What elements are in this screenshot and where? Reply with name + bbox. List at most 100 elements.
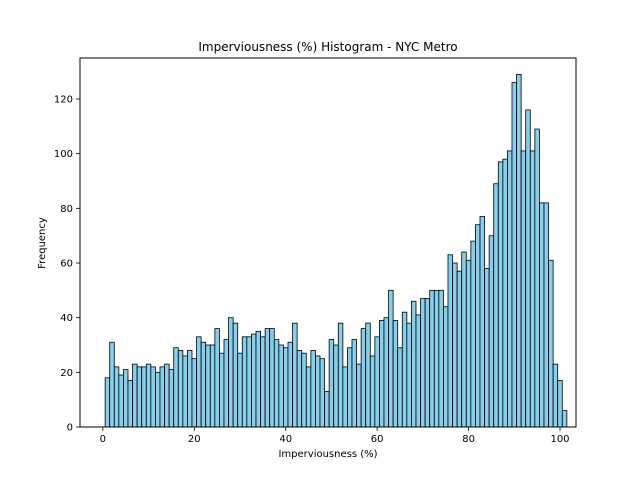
histogram-bar (342, 366, 348, 428)
histogram-bar (251, 333, 257, 428)
y-tick-label: 120 (54, 95, 73, 106)
histogram-bar (324, 391, 330, 428)
histogram-bar (127, 380, 133, 428)
histogram-bar (132, 363, 138, 428)
histogram-bar (319, 358, 325, 428)
histogram-bar (525, 109, 531, 428)
histogram-bar (429, 289, 435, 428)
histogram-bar (305, 366, 312, 428)
histogram-bar (461, 251, 467, 428)
histogram-bar (200, 341, 207, 428)
histogram-bar (502, 158, 508, 428)
histogram-bar (113, 366, 120, 428)
histogram-bar (182, 355, 188, 428)
histogram-bar (557, 380, 563, 428)
histogram-bar (278, 344, 284, 428)
histogram-bar (337, 322, 344, 428)
y-tick-label: 80 (60, 204, 73, 215)
histogram-bar (548, 259, 554, 428)
histogram-bar (516, 74, 522, 428)
histogram-bar (561, 410, 568, 428)
histogram-bar (269, 328, 275, 428)
histogram-bar (273, 339, 280, 428)
histogram-bar (415, 314, 421, 428)
histogram-bar (232, 322, 239, 428)
histogram-bar (283, 347, 289, 428)
histogram-bar (424, 298, 431, 428)
histogram-bar (447, 254, 453, 428)
histogram-bar (406, 322, 412, 428)
y-axis-ticks: 0 20 40 60 80 100 120 (54, 95, 80, 434)
histogram-bar (456, 270, 463, 428)
histogram-bar (118, 374, 124, 428)
histogram-bar (136, 366, 143, 428)
histogram-bar (438, 289, 444, 428)
histogram-bar (452, 262, 458, 428)
histogram-bar (520, 150, 527, 428)
histogram-bar (475, 224, 481, 428)
histogram-bar (411, 300, 417, 428)
histogram-bar (104, 377, 111, 428)
histogram-bar (260, 336, 266, 428)
histogram-bar (328, 339, 335, 428)
histogram-bar (173, 347, 179, 428)
histogram-bar (264, 328, 271, 428)
histogram-bar (392, 319, 399, 428)
histogram-bar (214, 328, 220, 428)
histogram-bar (479, 216, 485, 428)
histogram-bar (155, 371, 161, 428)
histogram-bar (534, 128, 540, 428)
y-tick-label: 40 (60, 313, 73, 324)
histogram-bar (255, 330, 261, 428)
histogram-bar (552, 363, 559, 428)
histogram-bar (388, 289, 394, 428)
histogram-bar (443, 306, 449, 428)
histogram-bar (374, 336, 380, 428)
x-tick-label: 60 (371, 434, 384, 445)
histogram-bar (187, 350, 193, 428)
plot-frame (79, 57, 577, 428)
histogram-bar (529, 150, 536, 428)
histogram-bar (360, 328, 367, 428)
y-tick-label: 0 (67, 423, 73, 434)
histogram-bar (497, 161, 504, 428)
histogram-bar (159, 366, 165, 428)
y-tick-label: 20 (60, 368, 73, 379)
histogram-bar (145, 363, 152, 428)
histogram-bar (109, 341, 115, 428)
histogram-bar (228, 317, 234, 428)
histogram-bar (539, 202, 545, 428)
histogram-bar (484, 268, 490, 428)
y-tick-label: 60 (60, 259, 73, 270)
histogram-bar (164, 363, 170, 428)
histogram-bar (470, 240, 476, 428)
histogram-bar (209, 344, 216, 428)
y-axis-label: Frequency (37, 217, 48, 269)
histogram-bar (246, 336, 252, 428)
histogram-bar (511, 82, 517, 428)
histogram-bar (177, 350, 184, 428)
x-axis-label: Imperviousness (%) (278, 449, 377, 460)
histogram-bar (196, 336, 202, 428)
histogram-bar (420, 298, 426, 428)
histogram-bar (205, 344, 211, 428)
histogram-bar (397, 347, 403, 428)
histogram-bar (493, 183, 499, 428)
histogram-bar (310, 350, 316, 428)
histogram-bar (296, 350, 303, 428)
histogram-bar (223, 339, 229, 428)
histogram-bar (287, 341, 293, 428)
histogram-bar (369, 355, 376, 428)
histogram-bar (141, 366, 147, 428)
y-tick-label: 100 (54, 149, 73, 160)
histogram-bar (292, 322, 298, 428)
histogram-bar (351, 339, 357, 428)
histogram-bar (379, 319, 385, 428)
histogram-bar (237, 352, 243, 428)
x-tick-label: 40 (279, 434, 292, 445)
histogram-bar (401, 311, 408, 428)
histogram-bar (241, 336, 248, 428)
x-tick-label: 80 (462, 434, 475, 445)
histogram-bar (191, 358, 197, 428)
